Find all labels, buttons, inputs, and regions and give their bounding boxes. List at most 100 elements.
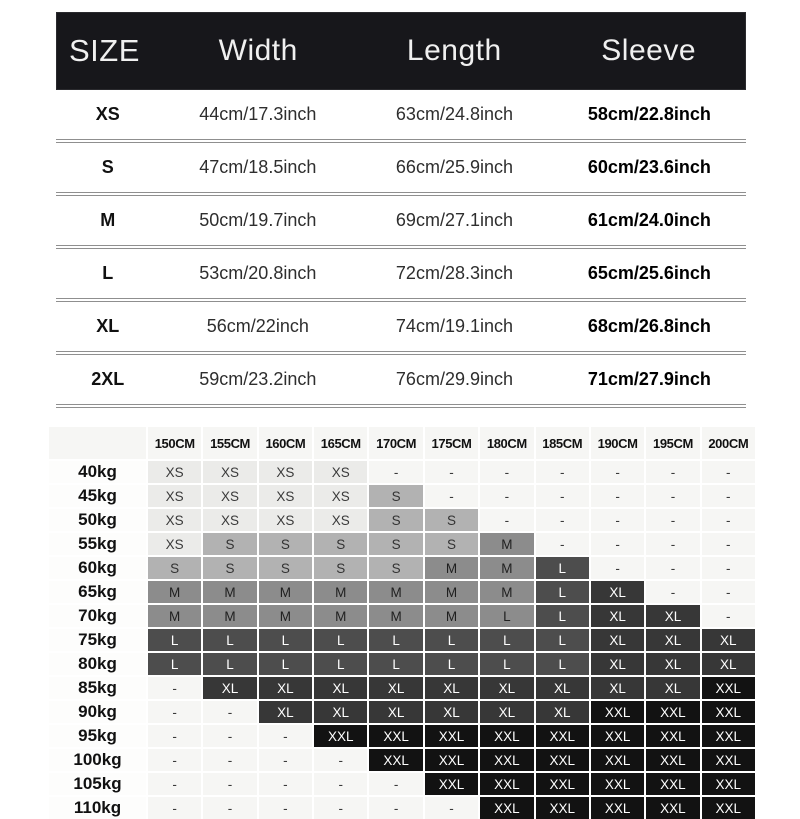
weight-label: 100kg <box>49 749 146 771</box>
fit-cell: XL <box>646 629 700 651</box>
fit-cell: XL <box>424 677 479 699</box>
size-row: XL 56cm/22inch 74cm/19.1inch 68cm/26.8inch <box>56 302 746 355</box>
fit-cell: S <box>203 557 257 579</box>
fit-cell: XXL <box>424 749 479 771</box>
fit-cell: - <box>701 533 755 555</box>
fit-cell: - <box>480 485 534 507</box>
fit-cell: L <box>480 605 534 627</box>
fit-cell: L <box>480 629 534 651</box>
fit-cell: M <box>424 581 479 603</box>
size-table: SIZE Width Length Sleeve XS 44cm/17.3inch… <box>56 12 746 408</box>
fit-cell: L <box>258 629 313 651</box>
fit-cell: XL <box>590 581 645 603</box>
weight-label: 65kg <box>49 581 146 603</box>
fit-cell: XXL <box>590 725 645 747</box>
fit-cell: - <box>646 557 700 579</box>
height-header: 195CM <box>646 427 700 459</box>
fit-cell: - <box>148 773 202 795</box>
header-size: SIZE <box>69 33 140 68</box>
fit-cell: XL <box>480 677 534 699</box>
fit-cell: - <box>203 725 257 747</box>
weight-label: 60kg <box>49 557 146 579</box>
fit-cell: M <box>369 581 423 603</box>
weight-label: 55kg <box>49 533 146 555</box>
fit-cell: XXL <box>701 773 755 795</box>
size-cell-width: 50cm/19.7inch <box>199 210 317 230</box>
fit-cell: XL <box>424 701 479 723</box>
fit-cell: M <box>480 533 534 555</box>
fit-cell: XXL <box>480 773 534 795</box>
fit-cell: - <box>148 749 202 771</box>
fit-cell: XS <box>203 485 257 507</box>
fit-cell: S <box>314 557 368 579</box>
fit-cell: S <box>424 509 479 531</box>
fit-cell: S <box>369 485 423 507</box>
fit-cell: L <box>535 653 589 675</box>
fit-cell: XL <box>590 677 645 699</box>
fit-cell: XL <box>258 677 313 699</box>
fit-cell: - <box>258 725 313 747</box>
fit-cell: M <box>314 605 368 627</box>
fit-cell: - <box>258 773 313 795</box>
fit-cell: M <box>203 605 257 627</box>
fit-cell: - <box>148 725 202 747</box>
size-cell-width: 59cm/23.2inch <box>199 369 317 389</box>
fit-cell: - <box>424 797 479 819</box>
fit-cell: - <box>701 581 755 603</box>
fit-cell: XXL <box>701 677 755 699</box>
fit-cell: - <box>535 533 589 555</box>
fit-cell: XS <box>203 509 257 531</box>
weight-label: 50kg <box>49 509 146 531</box>
fit-cell: XXL <box>369 749 423 771</box>
height-header: 165CM <box>314 427 368 459</box>
fit-cell: XL <box>590 629 645 651</box>
fit-cell: L <box>369 653 423 675</box>
size-cell-size: L <box>102 263 114 283</box>
size-cell-width: 53cm/20.8inch <box>199 263 317 283</box>
fit-cell: XL <box>203 677 257 699</box>
fit-cell: L <box>535 557 589 579</box>
fit-cell: L <box>535 629 589 651</box>
fit-cell: XS <box>148 509 202 531</box>
fit-cell: S <box>424 533 479 555</box>
fit-cell: - <box>590 557 645 579</box>
size-table-header: SIZE Width Length Sleeve <box>56 12 746 90</box>
size-cell-size: M <box>100 210 116 230</box>
fit-cell: - <box>535 509 589 531</box>
fit-cell: L <box>535 581 589 603</box>
fit-cell: - <box>369 773 423 795</box>
size-cell-length: 66cm/25.9inch <box>395 157 513 177</box>
fit-cell: XL <box>480 701 534 723</box>
size-row: L 53cm/20.8inch 72cm/28.3inch 65cm/25.6inch <box>56 249 746 302</box>
fit-cell: XXL <box>535 797 589 819</box>
size-cell-length: 74cm/19.1inch <box>395 316 513 336</box>
fit-cell: - <box>148 797 202 819</box>
fit-cell: - <box>590 461 645 483</box>
fit-cell: XL <box>701 653 755 675</box>
height-header: 150CM <box>148 427 202 459</box>
fit-cell: M <box>148 581 202 603</box>
fit-cell: - <box>203 773 257 795</box>
height-header: 180CM <box>480 427 534 459</box>
fit-cell: - <box>646 533 700 555</box>
size-cell-sleeve: 60cm/23.6inch <box>587 157 711 177</box>
fit-cell: - <box>203 749 257 771</box>
size-cell-size: S <box>101 157 114 177</box>
fit-cell: XS <box>314 509 368 531</box>
fit-cell: - <box>701 605 755 627</box>
size-cell-sleeve: 61cm/24.0inch <box>587 210 711 230</box>
fit-cell: - <box>701 461 755 483</box>
size-row: 2XL 59cm/23.2inch 76cm/29.9inch 71cm/27.9in… <box>56 355 746 408</box>
fit-cell: XXL <box>424 725 479 747</box>
fit-cell: XXL <box>369 725 423 747</box>
size-cell-width: 56cm/22inch <box>206 316 309 336</box>
size-cell-sleeve: 68cm/26.8inch <box>587 316 711 336</box>
fit-cell: - <box>314 773 368 795</box>
fit-cell: XL <box>258 701 313 723</box>
fit-cell: S <box>369 509 423 531</box>
height-header: 155CM <box>203 427 257 459</box>
size-row: M 50cm/19.7inch 69cm/27.1inch 61cm/24.0inch <box>56 196 746 249</box>
weight-label: 45kg <box>49 485 146 507</box>
size-cell-sleeve: 58cm/22.8inch <box>587 104 711 124</box>
fit-cell: S <box>258 533 313 555</box>
